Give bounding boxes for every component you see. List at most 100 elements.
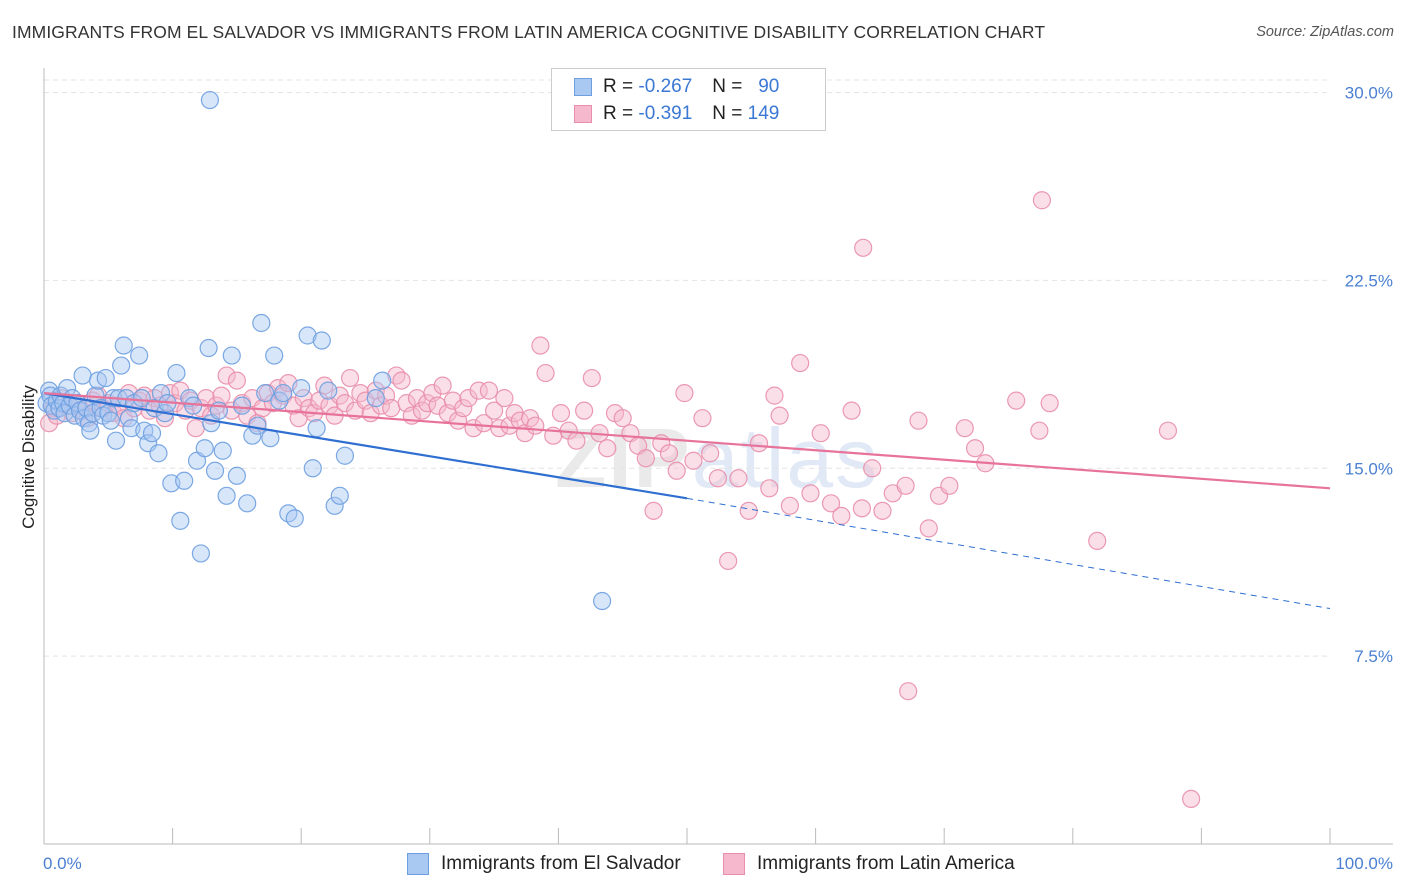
point-el-salvador	[330, 486, 349, 505]
point-latin-america	[636, 449, 655, 468]
point-latin-america	[760, 479, 779, 498]
point-el-salvador	[265, 346, 284, 365]
point-latin-america	[575, 401, 594, 420]
point-el-salvador	[248, 416, 267, 435]
point-latin-america	[873, 501, 892, 520]
point-el-salvador	[238, 494, 257, 513]
point-latin-america	[469, 381, 488, 400]
point-latin-america	[582, 368, 601, 388]
point-el-salvador	[96, 368, 115, 388]
tick-labels: 7.5% 15.0% 22.5% 30.0% 0.0% 100.0%	[43, 84, 1393, 873]
point-el-salvador	[366, 389, 385, 408]
axes	[43, 68, 1393, 845]
point-el-salvador	[200, 90, 219, 110]
trend-line-latin-america	[43, 392, 1331, 490]
point-el-salvador	[112, 356, 131, 375]
point-latin-america	[791, 353, 810, 373]
point-el-salvador	[217, 486, 236, 505]
chart-title: IMMIGRANTS FROM EL SALVADOR VS IMMIGRANT…	[12, 22, 1046, 42]
point-latin-america	[454, 399, 473, 418]
trend-lines	[43, 392, 1331, 610]
bottom-legend-label-1: Immigrants from El Salvador	[441, 853, 681, 874]
trend-line-el-salvador	[43, 392, 688, 500]
point-latin-america	[479, 381, 499, 400]
point-latin-america	[832, 506, 851, 525]
point-el-salvador	[312, 331, 331, 350]
point-el-salvador	[274, 384, 293, 403]
point-latin-america	[1030, 421, 1049, 440]
legend: R = -0.267 N = 90 R = -0.391 N = 149	[551, 68, 826, 131]
point-latin-america	[719, 551, 738, 571]
point-el-salvador	[285, 509, 304, 528]
bottom-legend-el-salvador: Immigrants from El Salvador	[407, 851, 681, 877]
point-latin-america	[644, 501, 663, 520]
point-latin-america	[186, 419, 205, 438]
y-axis-label: Cognitive Disability	[19, 385, 38, 529]
point-latin-america	[392, 371, 411, 390]
point-latin-america	[909, 411, 928, 430]
point-el-salvador	[303, 459, 322, 478]
point-latin-america	[863, 459, 882, 478]
point-el-salvador	[261, 429, 280, 448]
point-latin-america	[965, 439, 985, 458]
bottom-legend-swatch-blue	[407, 853, 429, 875]
point-latin-america	[765, 386, 784, 405]
x-tick-label-min: 0.0%	[43, 854, 82, 873]
point-latin-america	[675, 384, 694, 403]
point-latin-america	[551, 404, 571, 423]
point-latin-america	[729, 469, 748, 488]
legend-row-latin-america: R = -0.391 N = 149	[574, 102, 779, 126]
point-latin-america	[217, 366, 236, 385]
point-el-salvador	[222, 346, 241, 365]
point-el-salvador	[205, 461, 225, 480]
legend-r-value-2: -0.391	[638, 103, 693, 124]
point-el-salvador	[73, 366, 92, 385]
data-points	[37, 90, 1201, 809]
point-el-salvador	[335, 446, 355, 465]
legend-r-label-1: R =	[603, 76, 634, 97]
source-label: Source: ZipAtlas.com	[1256, 24, 1394, 40]
point-latin-america	[536, 363, 555, 383]
point-el-salvador	[149, 444, 168, 463]
point-el-salvador	[191, 544, 210, 563]
y-tick-label: 22.5%	[1345, 271, 1393, 290]
point-el-salvador	[256, 384, 275, 403]
legend-row-el-salvador: R = -0.267 N = 90	[574, 75, 779, 99]
point-latin-america	[1182, 789, 1201, 809]
point-latin-america	[899, 682, 918, 701]
point-latin-america	[340, 368, 360, 388]
legend-r-label-2: R =	[603, 103, 634, 124]
y-tick-label: 7.5%	[1354, 647, 1393, 666]
point-el-salvador	[195, 439, 214, 458]
point-latin-america	[613, 409, 632, 428]
point-latin-america	[955, 419, 974, 438]
point-latin-america	[433, 376, 452, 395]
trend-line-el-salvador-projection	[686, 497, 1331, 610]
point-latin-america	[485, 401, 504, 420]
point-el-salvador	[101, 411, 120, 430]
bottom-legend-swatch-pink	[723, 853, 745, 875]
legend-n-value-1: 90	[758, 76, 780, 97]
point-el-salvador	[298, 326, 317, 345]
point-latin-america	[443, 391, 463, 410]
y-tick-label: 30.0%	[1345, 84, 1393, 103]
point-latin-america	[940, 476, 959, 495]
legend-r-value-1: -0.267	[638, 76, 693, 97]
point-el-salvador	[114, 336, 133, 355]
legend-n-label-1: N =	[712, 76, 743, 97]
point-latin-america	[387, 366, 406, 385]
point-latin-america	[526, 416, 545, 435]
point-latin-america	[701, 444, 720, 463]
point-el-salvador	[373, 371, 392, 390]
point-latin-america	[854, 238, 873, 257]
x-tick-label-max: 100.0%	[1335, 854, 1393, 873]
bottom-legend-label-2: Immigrants from Latin America	[757, 853, 1015, 874]
point-latin-america	[708, 469, 727, 488]
point-latin-america	[212, 386, 231, 405]
bottom-legend-latin-america: Immigrants from Latin America	[723, 851, 1015, 877]
point-el-salvador	[213, 441, 232, 460]
point-el-salvador	[325, 496, 344, 515]
point-el-salvador	[252, 313, 271, 333]
point-latin-america	[896, 476, 915, 495]
